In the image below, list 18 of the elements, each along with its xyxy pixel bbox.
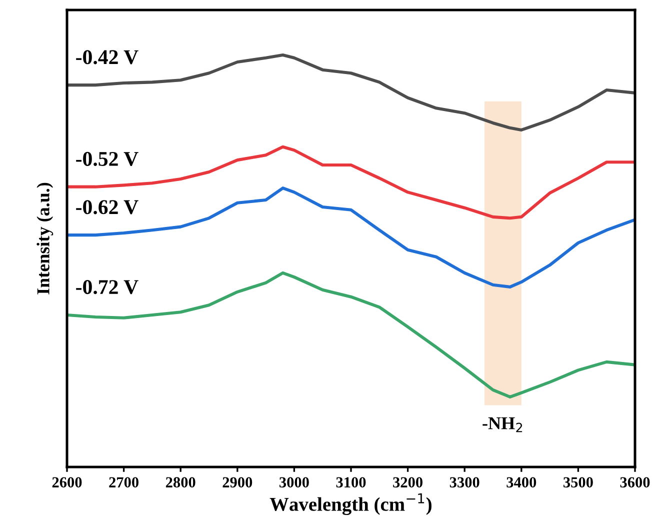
series-label: -0.42 V bbox=[76, 50, 138, 64]
x-tick-label: 3000 bbox=[280, 477, 309, 488]
x-tick-label: 3300 bbox=[450, 477, 480, 488]
x-tick-label: 3400 bbox=[506, 477, 536, 488]
x-tick-label: 3200 bbox=[393, 477, 422, 488]
series-label: -0.52 V bbox=[76, 152, 138, 166]
series-label: -0.62 V bbox=[76, 200, 138, 214]
x-tick-label: 2800 bbox=[166, 477, 196, 488]
x-tick-label: 3500 bbox=[563, 477, 593, 488]
x-axis-title: Wavelength (cm$^{−1}$) bbox=[270, 493, 432, 516]
series-label: -0.72 V bbox=[76, 280, 138, 294]
x-tick-label: 2700 bbox=[109, 477, 138, 488]
x-tick-label: 2600 bbox=[52, 477, 82, 488]
x-tick-label: 2900 bbox=[222, 477, 252, 488]
x-tick-label: 3600 bbox=[620, 477, 650, 488]
y-axis-title: Intensity (a.u.) bbox=[36, 182, 54, 294]
x-tick-label: 3100 bbox=[336, 477, 366, 488]
band-label: -NH$_{2}$ bbox=[482, 417, 522, 432]
